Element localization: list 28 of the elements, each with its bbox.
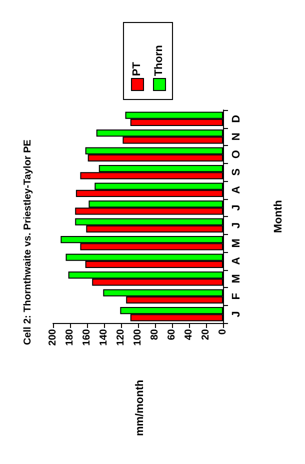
text: PT xyxy=(130,62,144,76)
x-tick-label: 120 xyxy=(116,328,126,346)
y-tick-label: J xyxy=(230,204,242,211)
y-tick-label: N xyxy=(230,132,242,141)
x-tick-label: 60 xyxy=(166,328,178,340)
x-tick-label: 40 xyxy=(184,328,194,340)
x-tick-label: 20 xyxy=(200,328,212,340)
x-tick-label: 0 xyxy=(218,328,228,335)
x-tick-label: 80 xyxy=(150,328,160,340)
y-tick-label: S xyxy=(230,168,242,176)
y-axis-title: Month xyxy=(272,200,284,233)
text: mm/month xyxy=(134,380,146,436)
y-tick-label: O xyxy=(230,150,242,159)
x-tick-label: 100 xyxy=(132,328,144,346)
y-tick-label: M xyxy=(230,238,242,248)
text: Thorn xyxy=(152,44,166,76)
y-tick-label: M xyxy=(230,274,242,284)
x-tick-label: 200 xyxy=(48,328,58,346)
y-tick-label: J xyxy=(230,311,242,318)
x-tick-label: 160 xyxy=(82,328,92,346)
y-tick-label: A xyxy=(230,186,242,194)
y-tick-label: D xyxy=(230,114,242,123)
text: Cell 2: Thornthwaite vs. Priestley-Taylor PE xyxy=(22,139,34,345)
x-tick-label: 140 xyxy=(98,328,110,346)
y-tick-label: F xyxy=(230,292,242,300)
y-tick-label: J xyxy=(230,222,242,228)
y-tick-label: A xyxy=(230,256,242,265)
x-tick-label: 180 xyxy=(64,328,76,346)
